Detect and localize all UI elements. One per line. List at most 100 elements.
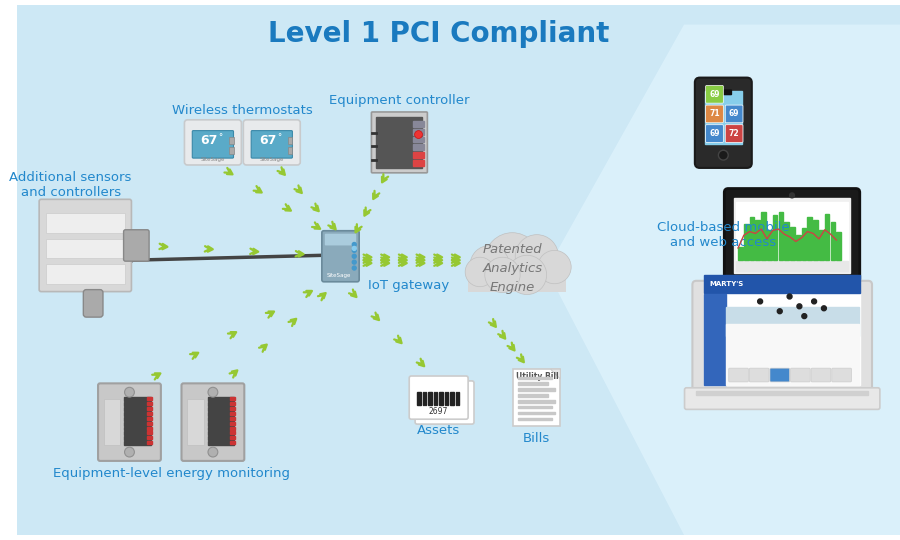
Bar bbox=[230, 412, 235, 415]
Circle shape bbox=[352, 254, 356, 258]
FancyBboxPatch shape bbox=[725, 125, 742, 143]
Circle shape bbox=[208, 387, 218, 397]
FancyBboxPatch shape bbox=[410, 376, 468, 419]
Polygon shape bbox=[551, 369, 561, 379]
Bar bbox=[46, 264, 124, 284]
Circle shape bbox=[718, 150, 728, 160]
Circle shape bbox=[822, 306, 826, 310]
FancyBboxPatch shape bbox=[811, 368, 831, 382]
Circle shape bbox=[465, 257, 495, 287]
Bar bbox=[413, 137, 425, 143]
Text: 67: 67 bbox=[201, 134, 218, 147]
Bar bbox=[802, 228, 806, 260]
Bar bbox=[705, 91, 742, 144]
Bar bbox=[450, 392, 453, 406]
FancyBboxPatch shape bbox=[123, 230, 149, 261]
Bar bbox=[147, 402, 152, 405]
Bar bbox=[376, 117, 422, 168]
Circle shape bbox=[352, 246, 356, 251]
Bar bbox=[147, 417, 152, 420]
Text: 69: 69 bbox=[709, 90, 720, 99]
Bar bbox=[697, 391, 868, 395]
Circle shape bbox=[788, 294, 792, 299]
FancyBboxPatch shape bbox=[715, 90, 733, 95]
Text: Equipment-level energy monitoring: Equipment-level energy monitoring bbox=[53, 467, 290, 480]
Text: Additional sensors
and controllers: Additional sensors and controllers bbox=[9, 171, 131, 199]
Bar bbox=[208, 431, 234, 435]
Circle shape bbox=[352, 242, 356, 246]
Bar bbox=[230, 407, 235, 410]
Bar bbox=[518, 418, 552, 420]
Bar bbox=[468, 264, 566, 292]
Bar bbox=[736, 202, 848, 261]
Bar bbox=[287, 138, 292, 144]
Bar bbox=[208, 412, 234, 416]
FancyBboxPatch shape bbox=[193, 131, 233, 158]
FancyBboxPatch shape bbox=[770, 368, 789, 382]
Bar bbox=[442, 392, 443, 406]
Circle shape bbox=[485, 233, 540, 288]
Bar bbox=[413, 121, 425, 127]
Text: Equipment controller: Equipment controller bbox=[329, 93, 470, 107]
Bar bbox=[767, 231, 771, 260]
Bar bbox=[230, 431, 235, 434]
Bar bbox=[434, 392, 435, 406]
Bar bbox=[147, 397, 152, 400]
Text: Cloud-based mobile
and web access: Cloud-based mobile and web access bbox=[657, 221, 789, 248]
Bar bbox=[230, 402, 235, 405]
Bar bbox=[124, 397, 151, 401]
Bar bbox=[431, 392, 432, 406]
FancyBboxPatch shape bbox=[724, 188, 859, 283]
Circle shape bbox=[352, 266, 356, 270]
Bar bbox=[436, 392, 437, 406]
FancyBboxPatch shape bbox=[706, 125, 724, 143]
Bar bbox=[413, 144, 425, 150]
Bar bbox=[790, 227, 795, 260]
Bar bbox=[147, 422, 152, 424]
FancyBboxPatch shape bbox=[706, 85, 724, 103]
Bar bbox=[784, 222, 789, 260]
Text: Patented
Analytics
Engine: Patented Analytics Engine bbox=[482, 242, 543, 294]
Text: MARTY'S: MARTY'S bbox=[709, 281, 743, 287]
Bar bbox=[814, 220, 818, 260]
Bar bbox=[124, 417, 151, 421]
Bar bbox=[518, 412, 555, 414]
Bar bbox=[230, 397, 235, 400]
Bar bbox=[208, 397, 234, 401]
Circle shape bbox=[802, 314, 806, 319]
Text: 72: 72 bbox=[729, 129, 740, 138]
Bar bbox=[445, 392, 446, 406]
Bar bbox=[124, 427, 151, 430]
Text: 69: 69 bbox=[709, 129, 720, 138]
Bar bbox=[428, 392, 430, 406]
Circle shape bbox=[508, 255, 546, 294]
Bar bbox=[725, 324, 860, 385]
FancyBboxPatch shape bbox=[325, 234, 356, 246]
Circle shape bbox=[812, 299, 816, 304]
Bar bbox=[518, 400, 555, 402]
Circle shape bbox=[485, 257, 520, 293]
Bar bbox=[230, 417, 235, 420]
FancyBboxPatch shape bbox=[725, 105, 742, 123]
Bar bbox=[455, 392, 456, 406]
FancyBboxPatch shape bbox=[706, 105, 724, 123]
Bar bbox=[147, 427, 152, 429]
Circle shape bbox=[352, 248, 356, 252]
Bar bbox=[750, 217, 754, 260]
Bar bbox=[778, 212, 783, 260]
Circle shape bbox=[208, 447, 218, 457]
Bar bbox=[796, 235, 801, 260]
Bar bbox=[417, 392, 419, 406]
Bar bbox=[413, 152, 425, 158]
Bar bbox=[738, 247, 742, 260]
Text: IoT gateway: IoT gateway bbox=[368, 279, 449, 292]
Circle shape bbox=[415, 131, 422, 138]
Bar bbox=[439, 392, 442, 406]
Bar bbox=[725, 307, 860, 336]
FancyBboxPatch shape bbox=[729, 368, 748, 382]
Circle shape bbox=[538, 251, 572, 284]
Bar bbox=[518, 394, 547, 396]
Circle shape bbox=[515, 235, 558, 278]
Bar bbox=[518, 406, 552, 408]
Circle shape bbox=[778, 309, 782, 314]
